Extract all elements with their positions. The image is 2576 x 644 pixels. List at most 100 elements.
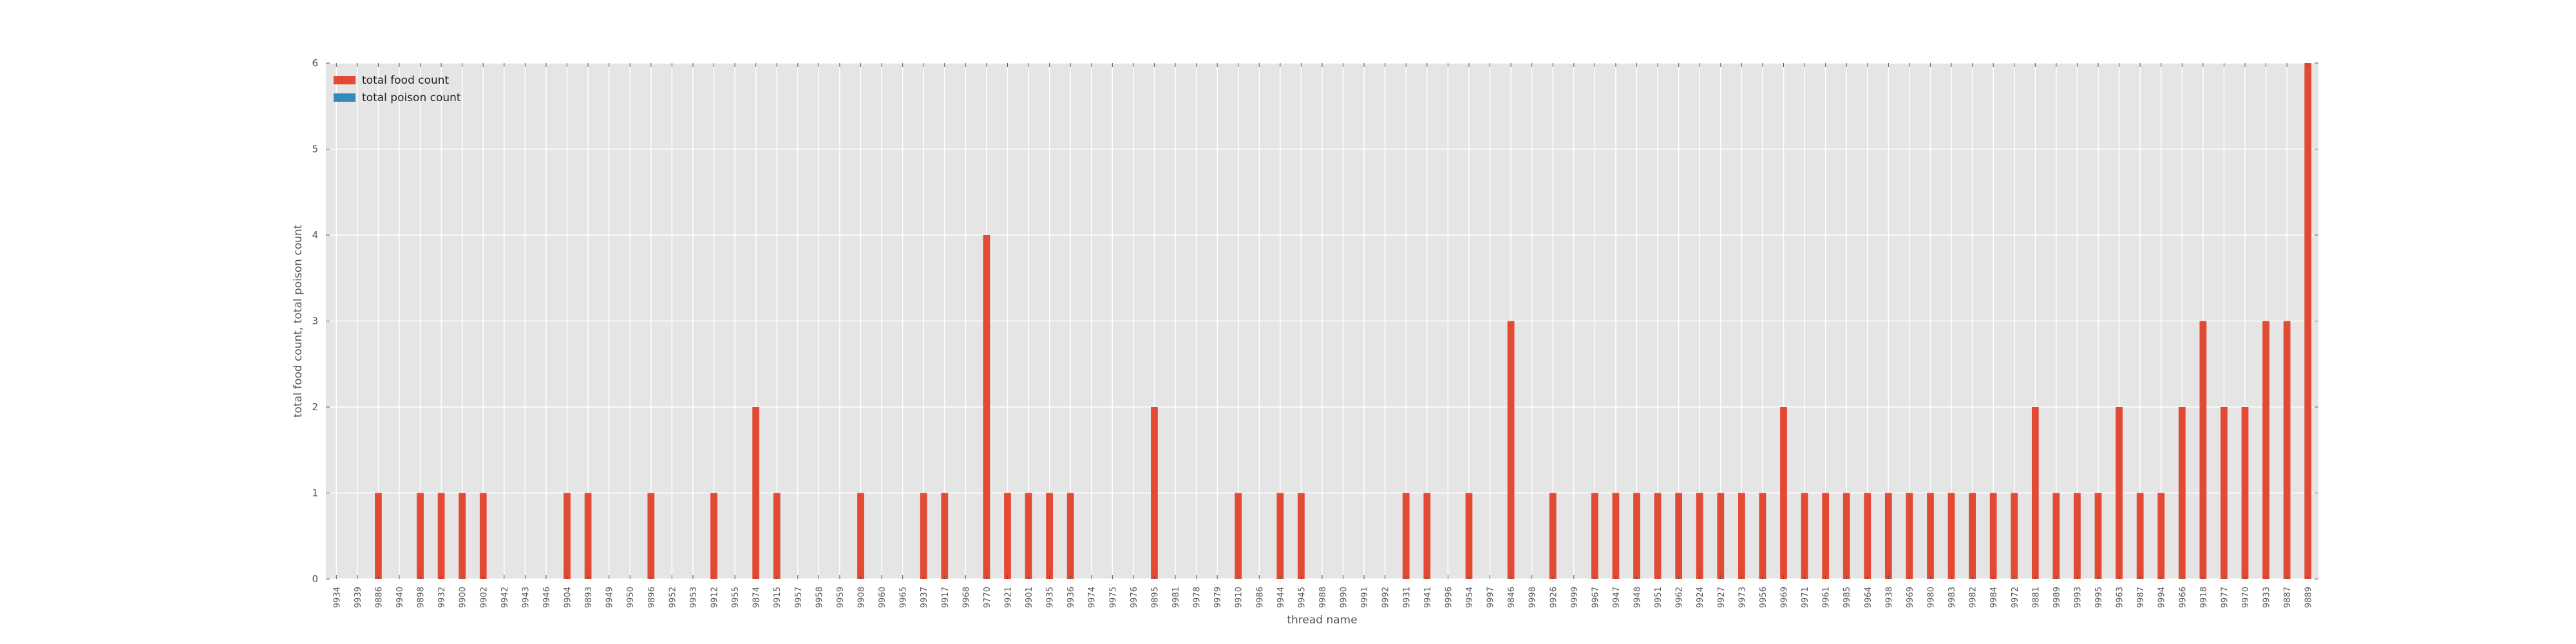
bar-food: [1927, 493, 1934, 579]
y-tick-label: 5: [312, 144, 318, 155]
x-axis-label: thread name: [1287, 614, 1357, 627]
x-tick-label: 9935: [1046, 587, 1056, 608]
x-tick-label: 9941: [1423, 587, 1433, 608]
y-tick-label: 4: [312, 229, 318, 241]
bar-food: [2199, 321, 2207, 579]
bar-food: [2074, 493, 2081, 579]
x-tick-label: 9977: [2220, 587, 2230, 608]
x-tick-label: 9931: [1402, 587, 1412, 608]
x-tick-label: 9912: [710, 587, 720, 608]
bar-food: [584, 493, 592, 579]
bar-food: [1947, 493, 1955, 579]
x-axis-ticks: 9934 9939 9886 9940 9898 9932 9900 9902 9942 9943…: [332, 63, 2314, 608]
x-tick-label: 9926: [1549, 587, 1558, 608]
bar-food: [437, 493, 445, 579]
bar-food: [1801, 493, 1808, 579]
x-tick-label: 9963: [2116, 587, 2125, 608]
x-tick-label: 9960: [878, 587, 887, 608]
x-tick-label: 9933: [2262, 587, 2272, 608]
bar-food: [1151, 407, 1158, 579]
bar-food: [2011, 493, 2018, 579]
x-tick-label: 9770: [983, 587, 992, 608]
x-tick-label: 9927: [1717, 587, 1727, 608]
x-tick-label: 9949: [605, 587, 615, 608]
x-tick-label: 9910: [1235, 587, 1244, 608]
bar-food: [857, 493, 864, 579]
x-tick-label: 9904: [564, 587, 573, 608]
x-tick-label: 9968: [961, 587, 971, 608]
bar-food: [1822, 493, 1830, 579]
x-tick-label: 9900: [459, 587, 468, 608]
x-tick-label: 9957: [794, 587, 804, 608]
bar-food: [1066, 493, 1074, 579]
x-tick-label: 9988: [1318, 587, 1328, 608]
bar-food: [1696, 493, 1703, 579]
x-tick-label: 9942: [500, 587, 510, 608]
bar-food: [1884, 493, 1892, 579]
bar-food: [2094, 493, 2102, 579]
x-tick-label: 9999: [1570, 587, 1580, 608]
bar-food: [1423, 493, 1431, 579]
x-tick-label: 9951: [1654, 587, 1663, 608]
x-tick-label: 9887: [2283, 587, 2293, 608]
bar-food: [1780, 407, 1787, 579]
bar-food: [459, 493, 466, 579]
x-tick-label: 9937: [920, 587, 929, 608]
x-tick-label: 9902: [479, 587, 489, 608]
x-tick-label: 9985: [1842, 587, 1852, 608]
x-tick-label: 9994: [2157, 587, 2167, 608]
bar-food: [1864, 493, 1871, 579]
x-tick-label: 9939: [354, 587, 363, 608]
x-tick-label: 9974: [1088, 587, 1097, 608]
x-tick-label: 9991: [1360, 587, 1370, 608]
bar-food: [1612, 493, 1620, 579]
x-tick-label: 9881: [2031, 587, 2041, 608]
bar-food: [2304, 63, 2312, 579]
x-tick-label: 9976: [1130, 587, 1139, 608]
x-tick-label: 9945: [1297, 587, 1307, 608]
x-tick-label: 9901: [1025, 587, 1034, 608]
bar-food: [710, 493, 717, 579]
bar-food: [2241, 407, 2249, 579]
y-axis-ticks: 0 1 2 3 4 5 6: [312, 57, 2318, 585]
x-tick-label: 9932: [437, 587, 447, 608]
y-tick-label: 6: [312, 57, 318, 69]
x-tick-label: 9990: [1340, 587, 1349, 608]
bar-food: [2221, 407, 2228, 579]
bar-food: [1276, 493, 1284, 579]
x-tick-label: 9938: [1884, 587, 1894, 608]
y-axis-label: total food count, total poison count: [292, 224, 305, 417]
x-tick-label: 9993: [2073, 587, 2083, 608]
bar-food: [1842, 493, 1850, 579]
x-tick-label: 9967: [1591, 587, 1600, 608]
x-tick-label: 9896: [647, 587, 657, 608]
x-tick-label: 9908: [857, 587, 866, 608]
bar-food: [2262, 321, 2269, 579]
y-tick-label: 0: [312, 573, 318, 585]
bar-food: [1465, 493, 1473, 579]
y-tick-label: 2: [312, 401, 318, 413]
x-tick-label: 9940: [395, 587, 405, 608]
x-tick-label: 9946: [542, 587, 552, 608]
bar-food: [773, 493, 781, 579]
bar-food: [1004, 493, 1011, 579]
x-tick-label: 9964: [1864, 587, 1873, 608]
x-tick-label: 9952: [668, 587, 677, 608]
bar-food: [1738, 493, 1745, 579]
x-tick-label: 9889: [2304, 587, 2314, 608]
x-tick-label: 9958: [815, 587, 824, 608]
legend-label-poison: total poison count: [362, 91, 461, 104]
x-tick-label: 9874: [752, 587, 762, 608]
x-tick-label: 9924: [1696, 587, 1705, 608]
x-tick-label: 9898: [417, 587, 426, 608]
x-tick-label: 9947: [1612, 587, 1622, 608]
x-tick-label: 9982: [1969, 587, 1978, 608]
x-tick-label: 9948: [1633, 587, 1643, 608]
bar-food: [983, 235, 990, 579]
x-tick-label: 9984: [1989, 587, 1999, 608]
bar-food: [1402, 493, 1410, 579]
x-tick-label: 9954: [1465, 587, 1475, 608]
x-tick-label: 9987: [2136, 587, 2146, 608]
x-tick-label: 9956: [1759, 587, 1768, 608]
